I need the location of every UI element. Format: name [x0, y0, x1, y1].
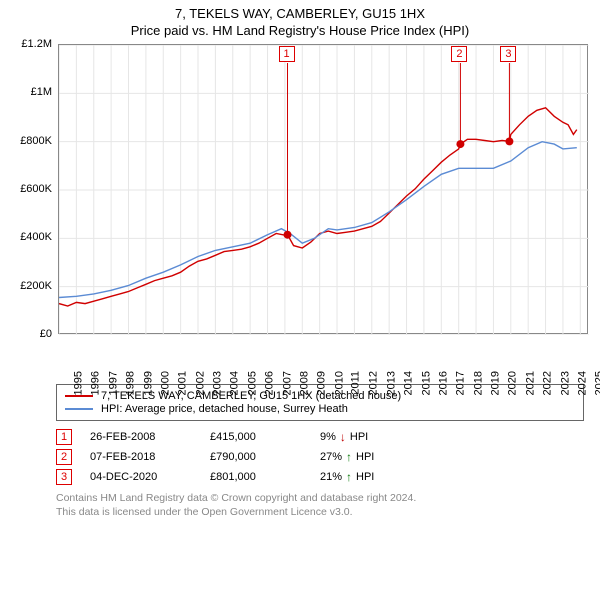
sales-table: 1 26-FEB-2008£415,0009% ↓ HPI 2 07-FEB-2018£7…: [56, 429, 584, 485]
diff-suffix: HPI: [350, 431, 368, 443]
diff-suffix: HPI: [356, 451, 374, 463]
sale-marker-dot: [505, 137, 513, 145]
x-tick-label: 2001: [177, 371, 189, 395]
y-tick-label: £800K: [12, 135, 52, 147]
plot-area: [58, 44, 588, 334]
x-tick-label: 2016: [437, 371, 449, 395]
series-property: [59, 108, 577, 306]
x-tick-label: 2019: [490, 371, 502, 395]
sale-diff: 9% ↓ HPI: [320, 430, 368, 444]
diff-arrow-icon: ↓: [340, 430, 346, 444]
x-tick-label: 2002: [194, 371, 206, 395]
table-row: 2 07-FEB-2018£790,00027% ↑ HPI: [56, 449, 584, 465]
y-tick-label: £600K: [12, 183, 52, 195]
diff-percent: 27%: [320, 451, 342, 463]
x-tick-label: 2015: [420, 371, 432, 395]
x-tick-label: 2008: [298, 371, 310, 395]
table-row: 1 26-FEB-2008£415,0009% ↓ HPI: [56, 429, 584, 445]
footnote-line-2: This data is licensed under the Open Gov…: [56, 505, 584, 519]
sale-marker-box: 1: [279, 46, 295, 62]
sale-number-box: 3: [56, 469, 72, 485]
y-tick-label: £0: [12, 328, 52, 340]
sale-price: £415,000: [210, 431, 320, 443]
x-tick-label: 2000: [159, 371, 171, 395]
x-tick-label: 2021: [524, 371, 536, 395]
x-tick-label: 2025: [594, 371, 600, 395]
x-tick-label: 2003: [212, 371, 224, 395]
y-tick-label: £200K: [12, 280, 52, 292]
x-tick-label: 2024: [576, 371, 588, 395]
sale-number-box: 1: [56, 429, 72, 445]
chart: £0£200K£400K£600K£800K£1M£1.2M1995199619…: [12, 44, 588, 374]
sale-diff: 27% ↑ HPI: [320, 450, 374, 464]
x-tick-label: 2004: [229, 371, 241, 395]
legend-swatch: [65, 408, 93, 410]
x-tick-label: 2006: [264, 371, 276, 395]
diff-arrow-icon: ↑: [346, 470, 352, 484]
x-tick-label: 2011: [350, 371, 362, 395]
x-tick-label: 2017: [455, 371, 467, 395]
x-tick-label: 1997: [107, 371, 119, 395]
sale-price: £790,000: [210, 451, 320, 463]
footnote: Contains HM Land Registry data © Crown c…: [56, 491, 584, 519]
sale-price: £801,000: [210, 471, 320, 483]
y-tick-label: £1.2M: [12, 38, 52, 50]
x-tick-label: 2012: [368, 371, 380, 395]
sale-date: 26-FEB-2008: [90, 431, 210, 443]
title-line-2: Price paid vs. HM Land Registry's House …: [10, 23, 590, 38]
sale-number-box: 2: [56, 449, 72, 465]
sale-marker-box: 2: [451, 46, 467, 62]
x-tick-label: 2007: [281, 371, 293, 395]
table-row: 3 04-DEC-2020£801,00021% ↑ HPI: [56, 469, 584, 485]
x-tick-label: 2010: [333, 371, 345, 395]
x-tick-label: 2005: [246, 371, 258, 395]
x-tick-label: 2020: [507, 371, 519, 395]
y-tick-label: £400K: [12, 231, 52, 243]
x-tick-label: 2013: [385, 371, 397, 395]
sale-marker-dot: [456, 140, 464, 148]
diff-percent: 21%: [320, 471, 342, 483]
sale-marker-dot: [284, 231, 292, 239]
x-tick-label: 2014: [403, 371, 415, 395]
x-tick-label: 1995: [72, 371, 84, 395]
series-hpi: [59, 142, 577, 298]
x-tick-label: 2009: [316, 371, 328, 395]
diff-suffix: HPI: [356, 471, 374, 483]
sale-marker-box: 3: [500, 46, 516, 62]
x-tick-label: 1999: [142, 371, 154, 395]
sale-date: 04-DEC-2020: [90, 471, 210, 483]
legend-item: HPI: Average price, detached house, Surr…: [65, 403, 575, 415]
footnote-line-1: Contains HM Land Registry data © Crown c…: [56, 491, 584, 505]
diff-percent: 9%: [320, 431, 336, 443]
x-tick-label: 2022: [542, 371, 554, 395]
y-tick-label: £1M: [12, 86, 52, 98]
x-tick-label: 1996: [90, 371, 102, 395]
title-line-1: 7, TEKELS WAY, CAMBERLEY, GU15 1HX: [10, 6, 590, 21]
legend-label: HPI: Average price, detached house, Surr…: [101, 403, 348, 415]
diff-arrow-icon: ↑: [346, 450, 352, 464]
sale-date: 07-FEB-2018: [90, 451, 210, 463]
x-tick-label: 2023: [559, 371, 571, 395]
x-tick-label: 2018: [472, 371, 484, 395]
sale-diff: 21% ↑ HPI: [320, 470, 374, 484]
x-tick-label: 1998: [125, 371, 137, 395]
